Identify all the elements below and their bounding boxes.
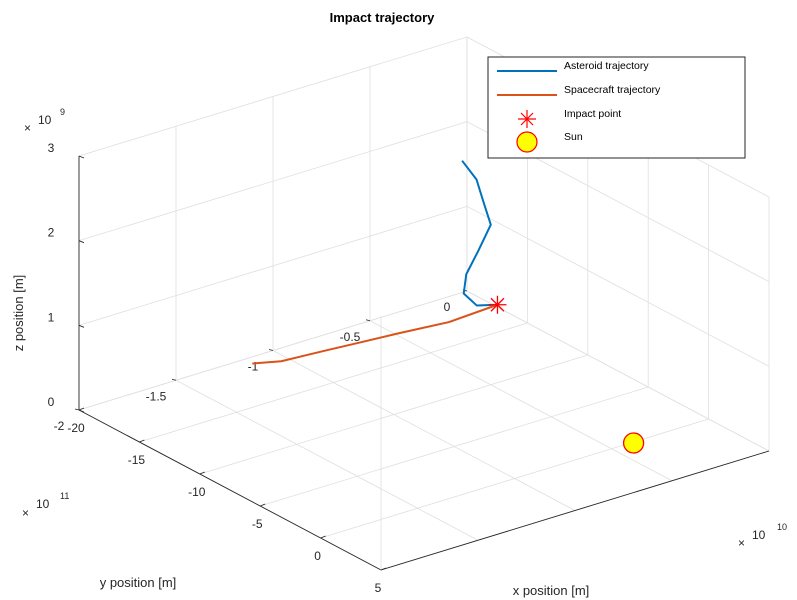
grid-line-floor-y — [369, 320, 673, 482]
x-axis-line — [78, 409, 382, 571]
y-tick-mark — [74, 408, 80, 411]
z-tick-mark — [78, 240, 85, 244]
z-tick-label: 3 — [48, 141, 55, 155]
x-tick-label: -10 — [188, 485, 206, 499]
x-exponent-times: × — [738, 536, 745, 550]
legend-label-impact: Impact point — [564, 108, 621, 120]
legend-swatch-impact — [518, 110, 536, 128]
y-axis-line — [380, 450, 770, 571]
z-tick-label: 0 — [48, 395, 55, 409]
series-line-0 — [461, 160, 498, 307]
z-exponent-times: × — [24, 121, 31, 135]
chart-title: Impact trajectory — [330, 10, 436, 25]
legend-label-asteroid: Asteroid trajectory — [564, 60, 649, 72]
x-tick-label: -5 — [252, 517, 263, 531]
x-exponent: × 10 10 — [738, 522, 787, 550]
x-tick-label: 0 — [314, 549, 321, 563]
series — [252, 160, 645, 454]
y-tick-label: -1 — [248, 360, 259, 374]
z-axis-label: z position [m] — [11, 275, 26, 352]
y-tick-label: 0 — [444, 300, 451, 314]
z-tick-mark — [78, 155, 85, 159]
x-tick-mark — [78, 407, 85, 411]
z-exponent: × 10 9 — [24, 107, 65, 135]
grid-line-backx-z — [78, 36, 468, 157]
legend: Asteroid trajectory Spacecraft trajector… — [487, 56, 746, 159]
z-tick-mark — [78, 324, 85, 328]
z-exponent-base: 10 — [38, 113, 52, 127]
x-tick-mark — [260, 503, 266, 507]
x-tick-mark — [380, 567, 387, 571]
z-tick-label: 2 — [48, 226, 55, 240]
grid-line-backx-z — [78, 121, 468, 242]
series-line-1 — [252, 303, 498, 365]
z-tick-mark — [78, 409, 85, 413]
y-exponent: × 10 11 — [22, 491, 69, 520]
tick-labels: -20 -15 -10 -5 0 5 -2 -1.5 -1 -0.5 0 0 1 2 3 — [48, 141, 468, 595]
z-tick-label: 1 — [48, 310, 55, 324]
y-tick-mark — [268, 349, 274, 351]
grid-line-floor-y — [272, 350, 576, 511]
legend-label-spacecraft: Spacecraft trajectory — [564, 84, 661, 96]
impact-marker-stroke — [490, 297, 505, 312]
impact-point-marker — [488, 295, 507, 314]
x-exponent-base: 10 — [752, 528, 766, 542]
y-tick-mark — [171, 378, 177, 381]
x-tick-mark — [139, 439, 145, 443]
legend-swatch-sun — [516, 131, 538, 153]
z-exponent-power: 9 — [60, 107, 65, 117]
x-exponent-power: 10 — [777, 522, 787, 532]
y-tick-label: -2 — [54, 419, 65, 433]
y-exponent-base: 10 — [36, 497, 50, 511]
grid-line-backy-z — [466, 205, 770, 367]
legend-label-sun: Sun — [564, 131, 583, 143]
y-tick-label: -0.5 — [340, 330, 361, 344]
y-exponent-times: × — [22, 506, 29, 520]
x-axis-label: x position [m] — [513, 583, 590, 598]
sun-marker — [622, 432, 645, 454]
x-tick-mark — [199, 471, 205, 475]
x-tick-label: 5 — [375, 581, 382, 595]
y-tick-mark — [365, 319, 371, 322]
grid-line-floor-y — [175, 379, 479, 541]
x-tick-label: -15 — [128, 453, 146, 467]
x-tick-label: -20 — [67, 421, 85, 435]
x-tick-mark — [320, 535, 326, 539]
y-axis-label: y position [m] — [100, 575, 177, 590]
y-exponent-power: 11 — [60, 491, 69, 501]
grid-line-backy-z — [466, 290, 770, 452]
y-tick-label: -1.5 — [146, 389, 167, 403]
grid-line-backx-z — [78, 205, 468, 326]
